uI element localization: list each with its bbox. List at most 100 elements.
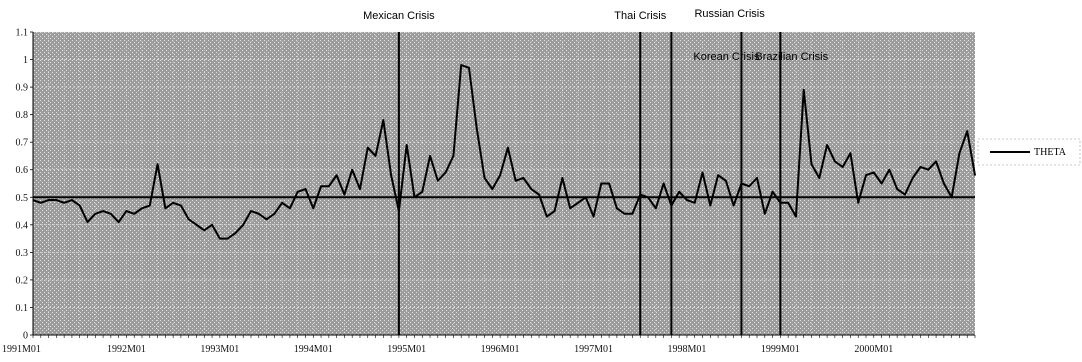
y-tick-label: 0.3 <box>16 248 29 259</box>
y-tick-label: 0.9 <box>16 83 29 94</box>
x-tick-label: 1996M01 <box>481 344 520 355</box>
data-point <box>413 196 416 198</box>
data-point <box>265 218 268 220</box>
data-point <box>55 199 57 201</box>
data-point <box>561 177 563 179</box>
data-point <box>452 155 454 157</box>
data-point <box>538 193 540 196</box>
data-point <box>662 182 665 185</box>
data-point <box>709 204 711 207</box>
data-point <box>694 202 696 204</box>
data-point <box>577 202 579 204</box>
data-point <box>460 64 462 66</box>
data-point <box>281 202 283 204</box>
data-point <box>336 174 338 176</box>
data-point <box>647 196 649 198</box>
data-point <box>592 215 595 218</box>
y-tick-label: 0.7 <box>16 138 29 149</box>
data-point <box>312 207 314 209</box>
data-point <box>211 224 213 226</box>
data-point <box>227 237 229 240</box>
data-point <box>624 213 626 215</box>
data-point <box>655 207 657 209</box>
crisis-label-3: Russian Crisis <box>694 8 765 20</box>
data-point <box>639 193 641 196</box>
data-point <box>616 207 618 209</box>
data-point <box>943 182 945 185</box>
data-point <box>507 147 509 149</box>
data-point <box>172 202 174 204</box>
data-point <box>935 160 937 163</box>
data-point <box>421 191 423 193</box>
y-tick-label: 0.6 <box>16 165 29 176</box>
data-point <box>522 177 525 179</box>
data-point <box>86 221 89 223</box>
data-point <box>483 177 486 179</box>
data-point <box>234 232 237 234</box>
y-tick-label: 0.8 <box>16 110 29 121</box>
data-point <box>904 193 906 196</box>
legend: THETA <box>977 138 1081 166</box>
data-point <box>367 147 369 149</box>
data-point <box>499 174 501 176</box>
data-point <box>63 202 65 204</box>
data-point <box>803 89 805 91</box>
data-point <box>686 199 688 201</box>
data-point <box>195 224 198 226</box>
data-point <box>468 67 470 69</box>
series-line-theta <box>32 64 976 240</box>
plot-area <box>33 32 975 335</box>
data-point <box>188 218 190 220</box>
data-point <box>748 185 750 187</box>
data-point <box>958 152 961 154</box>
data-point <box>491 188 493 190</box>
y-tick-label: 1 <box>23 55 28 66</box>
data-point <box>912 177 914 179</box>
data-point <box>429 155 431 157</box>
data-point <box>600 182 602 185</box>
data-point <box>974 174 976 176</box>
data-point <box>818 177 820 179</box>
data-point <box>445 171 447 174</box>
data-point <box>849 152 852 154</box>
x-tick-label: 1992M01 <box>107 344 146 355</box>
data-point <box>110 213 112 215</box>
data-point <box>834 160 836 163</box>
x-tick-label: 1993M01 <box>200 344 239 355</box>
data-point <box>670 204 672 207</box>
data-point <box>842 166 844 168</box>
data-point <box>94 213 96 215</box>
data-point <box>297 191 299 193</box>
data-point <box>546 215 548 218</box>
data-point <box>71 199 73 201</box>
data-point <box>343 193 346 196</box>
x-tick-label: 1997M01 <box>574 344 613 355</box>
data-point <box>406 144 408 146</box>
data-point <box>118 221 120 223</box>
data-point <box>476 127 478 130</box>
data-point <box>756 177 758 179</box>
data-point <box>258 213 260 215</box>
data-point <box>273 213 275 215</box>
data-point <box>810 163 813 165</box>
data-point <box>725 180 727 182</box>
data-point <box>515 180 517 182</box>
y-tick-label: 0.1 <box>16 303 29 314</box>
data-point <box>398 210 400 212</box>
data-point <box>608 182 610 185</box>
data-point <box>40 202 42 204</box>
data-point <box>390 174 392 176</box>
data-point <box>919 166 922 168</box>
data-point <box>328 185 330 187</box>
data-point <box>351 169 353 171</box>
data-point <box>585 196 587 198</box>
data-point <box>250 210 252 212</box>
data-point <box>102 210 104 212</box>
data-point <box>374 155 377 157</box>
legend-entry-theta: THETA <box>1034 147 1067 158</box>
data-point <box>219 237 221 240</box>
data-point <box>764 213 766 215</box>
data-point <box>896 188 898 190</box>
data-point <box>966 130 968 132</box>
